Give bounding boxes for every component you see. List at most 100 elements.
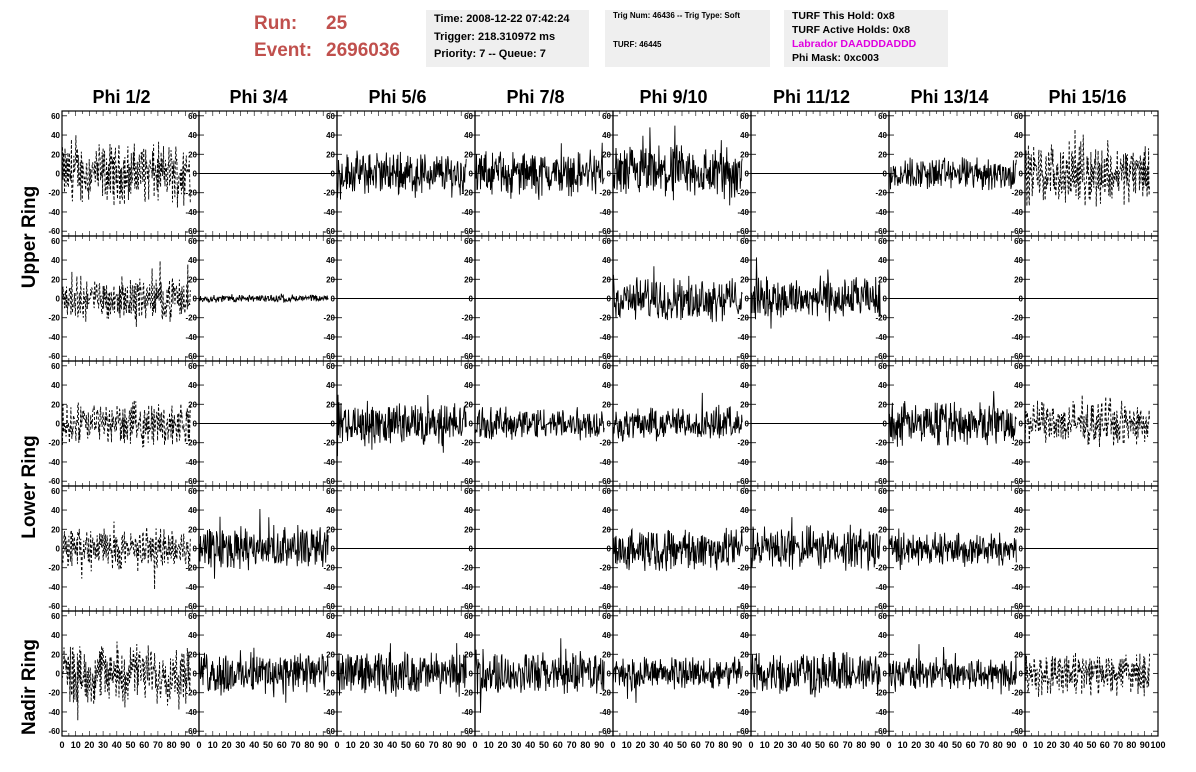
y-tick-label: -60 <box>48 727 60 736</box>
waveform-trace <box>1024 129 1150 207</box>
y-tick-label: 60 <box>188 487 197 496</box>
y-tick-label: 0 <box>883 295 888 304</box>
y-tick-label: -60 <box>875 352 887 361</box>
x-tick-label: 20 <box>774 740 784 750</box>
y-tick-label: -60 <box>1011 477 1023 486</box>
y-tick-label: -60 <box>48 227 60 236</box>
x-tick-label: 30 <box>787 740 797 750</box>
x-tick-label: 70 <box>979 740 989 750</box>
y-tick-label: 60 <box>51 112 60 121</box>
y-tick-label: 40 <box>326 631 335 640</box>
y-tick-label: -20 <box>599 189 611 198</box>
y-tick-label: -40 <box>1011 458 1023 467</box>
y-tick-label: -20 <box>737 689 749 698</box>
y-tick-label: -20 <box>461 189 473 198</box>
y-tick-label: 60 <box>1014 112 1023 121</box>
y-tick-label: -60 <box>1011 227 1023 236</box>
y-tick-label: 40 <box>464 131 473 140</box>
y-tick-label: -40 <box>737 708 749 717</box>
y-tick-label: -60 <box>48 602 60 611</box>
y-tick-label: -60 <box>875 227 887 236</box>
y-tick-label: -40 <box>185 708 197 717</box>
y-tick-label: -60 <box>737 602 749 611</box>
y-tick-label: -20 <box>185 564 197 573</box>
waveform-trace <box>888 391 1017 447</box>
waveform-trace <box>474 638 605 713</box>
y-tick-label: 20 <box>326 400 335 409</box>
event-value: 2696036 <box>326 40 400 61</box>
y-tick-label: -60 <box>323 477 335 486</box>
x-tick-label: 80 <box>580 740 590 750</box>
y-tick-label: 0 <box>745 670 750 679</box>
y-tick-label: 60 <box>1014 362 1023 371</box>
x-tick-label: 20 <box>84 740 94 750</box>
y-tick-label: -40 <box>599 458 611 467</box>
y-tick-label: -60 <box>1011 727 1023 736</box>
y-tick-label: -40 <box>185 458 197 467</box>
y-tick-label: -20 <box>461 689 473 698</box>
x-tick-label: 10 <box>71 740 81 750</box>
y-tick-label: 20 <box>188 150 197 159</box>
y-tick-label: -20 <box>323 439 335 448</box>
y-tick-label: -20 <box>461 314 473 323</box>
y-tick-label: 20 <box>602 275 611 284</box>
y-tick-label: 60 <box>740 362 749 371</box>
x-tick-label: 90 <box>180 740 190 750</box>
y-tick-label: -40 <box>1011 333 1023 342</box>
y-tick-label: -60 <box>323 227 335 236</box>
y-tick-label: 20 <box>740 275 749 284</box>
y-tick-label: 40 <box>326 131 335 140</box>
y-tick-label: 60 <box>1014 487 1023 496</box>
y-tick-label: 0 <box>56 420 61 429</box>
y-tick-label: -60 <box>599 602 611 611</box>
y-tick-label: -40 <box>323 208 335 217</box>
priority-text: Priority: 7 -- Queue: 7 <box>434 48 546 60</box>
y-tick-label: -60 <box>737 727 749 736</box>
x-tick-label: 60 <box>553 740 563 750</box>
x-tick-label: 80 <box>856 740 866 750</box>
run-label: Run: <box>254 13 298 34</box>
waveform-trace <box>612 527 743 572</box>
y-tick-label: -40 <box>1011 708 1023 717</box>
y-tick-label: 20 <box>188 650 197 659</box>
x-tick-label: 50 <box>677 740 687 750</box>
y-tick-label: 60 <box>51 362 60 371</box>
y-tick-label: 40 <box>464 256 473 265</box>
y-tick-label: -20 <box>185 314 197 323</box>
y-tick-label: 60 <box>602 237 611 246</box>
y-tick-label: 40 <box>51 256 60 265</box>
y-tick-label: 20 <box>51 150 60 159</box>
y-tick-label: 60 <box>602 487 611 496</box>
y-tick-label: -20 <box>461 439 473 448</box>
y-tick-label: 20 <box>878 150 887 159</box>
y-tick-label: -40 <box>461 458 473 467</box>
waveform-trace <box>61 135 191 208</box>
y-tick-label: 40 <box>1014 131 1023 140</box>
y-tick-label: 40 <box>878 381 887 390</box>
y-tick-label: -60 <box>461 352 473 361</box>
y-tick-label: -40 <box>737 208 749 217</box>
x-tick-label: 40 <box>938 740 948 750</box>
y-tick-label: 20 <box>878 275 887 284</box>
x-tick-label: 30 <box>373 740 383 750</box>
x-tick-label: 0 <box>334 740 339 750</box>
x-tick-label: 10 <box>208 740 218 750</box>
y-tick-label: -20 <box>737 314 749 323</box>
y-tick-label: 0 <box>331 545 336 554</box>
x-tick-label: 0 <box>886 740 891 750</box>
y-tick-label: 40 <box>740 131 749 140</box>
y-tick-label: 60 <box>464 112 473 121</box>
y-tick-label: -40 <box>599 583 611 592</box>
y-tick-label: -40 <box>48 708 60 717</box>
y-tick-label: 60 <box>326 487 335 496</box>
y-tick-label: -20 <box>737 189 749 198</box>
y-tick-label: 0 <box>56 670 61 679</box>
y-tick-label: -40 <box>599 333 611 342</box>
y-tick-label: 40 <box>740 631 749 640</box>
y-tick-label: -20 <box>1011 314 1023 323</box>
column-header: Phi 3/4 <box>229 87 288 107</box>
waveform-trace <box>612 392 743 443</box>
x-tick-label: 60 <box>139 740 149 750</box>
waveform-trace <box>198 508 329 579</box>
x-tick-label: 80 <box>993 740 1003 750</box>
